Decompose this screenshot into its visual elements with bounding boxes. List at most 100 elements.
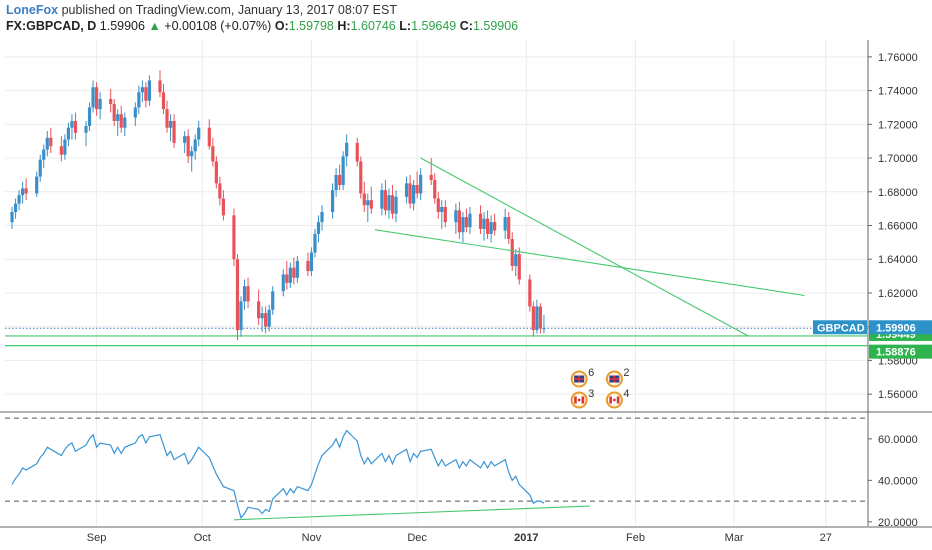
- grid-lines: [5, 40, 868, 526]
- candle-body: [137, 92, 141, 108]
- trendlines[interactable]: [374, 157, 805, 337]
- price-tick-label: 1.66000: [878, 221, 918, 233]
- event-count: 3: [588, 388, 594, 400]
- candle-body: [366, 200, 370, 206]
- candle-body: [73, 120, 78, 133]
- candle-body: [429, 174, 433, 180]
- rsi-tick-label: 40.0000: [878, 475, 918, 487]
- support-price-tag-label: 1.58876: [876, 347, 916, 359]
- price-tick-label: 1.70000: [878, 153, 918, 165]
- candle-body: [21, 188, 25, 196]
- symbol-tag: [813, 320, 867, 335]
- ohlc-header: FX:GBPCAD, D 1.59906 ▲ +0.00108 (+0.07%)…: [6, 19, 518, 33]
- candle-body: [531, 306, 535, 331]
- published-text: published on TradingView.com, January 13…: [61, 3, 397, 17]
- time-tick-label: Mar: [725, 532, 744, 544]
- candle-body: [461, 217, 465, 233]
- rsi-tick-label: 60.0000: [878, 434, 918, 446]
- candle-body: [211, 146, 215, 162]
- symbol-tag-label: GBPCAD: [817, 322, 865, 334]
- change-value: +0.00108 (+0.07%): [164, 19, 272, 33]
- candle-body: [13, 203, 18, 213]
- candle-body: [514, 254, 518, 266]
- price-tick-label: 1.72000: [878, 119, 918, 131]
- time-tick-label: 27: [820, 532, 832, 544]
- candle-body: [116, 114, 120, 121]
- event-markers[interactable]: 6 2 3 4: [570, 367, 630, 409]
- high-value: 1.60746: [350, 19, 396, 33]
- candle-body: [235, 259, 240, 331]
- time-tick-label: Feb: [626, 532, 645, 544]
- candle-body: [98, 99, 102, 110]
- candle-body: [436, 198, 440, 213]
- candle-body: [468, 213, 472, 228]
- candle-body: [341, 156, 345, 186]
- trendline: [420, 157, 749, 337]
- candle-body: [383, 190, 388, 211]
- candle-body: [542, 328, 546, 330]
- candle-body: [390, 195, 395, 214]
- candle-body: [87, 107, 92, 127]
- candle-body: [295, 260, 299, 278]
- candle-body: [232, 215, 236, 260]
- candle-body: [408, 183, 412, 204]
- candle-body: [63, 139, 67, 155]
- candle-body: [507, 217, 511, 239]
- rsi-divergence-line: [233, 505, 590, 521]
- candle-body: [404, 183, 409, 197]
- candle-body: [24, 188, 28, 194]
- last-price-tag-label: 1.59906: [876, 322, 916, 334]
- candle-body: [355, 142, 359, 162]
- candle-body: [197, 127, 201, 140]
- time-tick-label: Sep: [87, 532, 107, 544]
- candle-body: [288, 267, 292, 283]
- candle-body: [133, 107, 137, 118]
- time-tick-label: Nov: [302, 532, 322, 544]
- gbp-event-icon: 6: [570, 367, 594, 388]
- candle-body: [292, 267, 296, 278]
- candle-body: [186, 136, 190, 157]
- candle-body: [412, 185, 416, 204]
- candle-body: [369, 200, 373, 209]
- candle-body: [207, 127, 211, 147]
- last-price-tag: [869, 320, 932, 335]
- cad-event-icon: 3: [570, 388, 594, 409]
- candle-body: [281, 274, 285, 292]
- event-count: 2: [623, 367, 629, 379]
- candle-body: [109, 99, 113, 105]
- candle-body: [158, 80, 162, 93]
- time-tick-label: Oct: [194, 532, 211, 544]
- support-price-tag: [869, 344, 932, 359]
- candle-body: [535, 306, 539, 331]
- candle-body: [242, 286, 247, 302]
- event-count: 6: [588, 367, 594, 379]
- candle-body: [246, 286, 250, 302]
- symbol-label: FX:GBPCAD, D: [6, 19, 97, 33]
- candle-body: [485, 218, 490, 234]
- flag-ca-right: [616, 396, 620, 404]
- gbp-event-icon: 2: [605, 367, 630, 388]
- candle-body: [172, 120, 176, 143]
- candle-body: [94, 87, 99, 110]
- candle-body: [38, 159, 42, 177]
- candles: [10, 70, 546, 341]
- candle-body: [309, 252, 314, 272]
- candle-body: [218, 183, 222, 199]
- cad-event-icon: 4: [605, 388, 630, 409]
- candle-body: [140, 87, 144, 93]
- candle-body: [443, 206, 447, 223]
- candle-body: [489, 222, 493, 234]
- time-tick-label: Dec: [407, 532, 427, 544]
- change-up-icon: ▲: [148, 19, 161, 33]
- time-tick-label: 2017: [514, 532, 538, 544]
- rsi-line: [11, 429, 545, 519]
- candle-body: [17, 195, 21, 204]
- candle-body: [183, 136, 187, 143]
- price-tick-label: 1.56000: [878, 389, 918, 401]
- close-label: C:: [459, 19, 473, 33]
- price-axis: 1.560001.580001.600001.620001.640001.660…: [813, 52, 932, 529]
- candle-body: [419, 174, 423, 194]
- author-name[interactable]: LoneFox: [6, 3, 59, 17]
- last-price: 1.59906: [99, 19, 145, 33]
